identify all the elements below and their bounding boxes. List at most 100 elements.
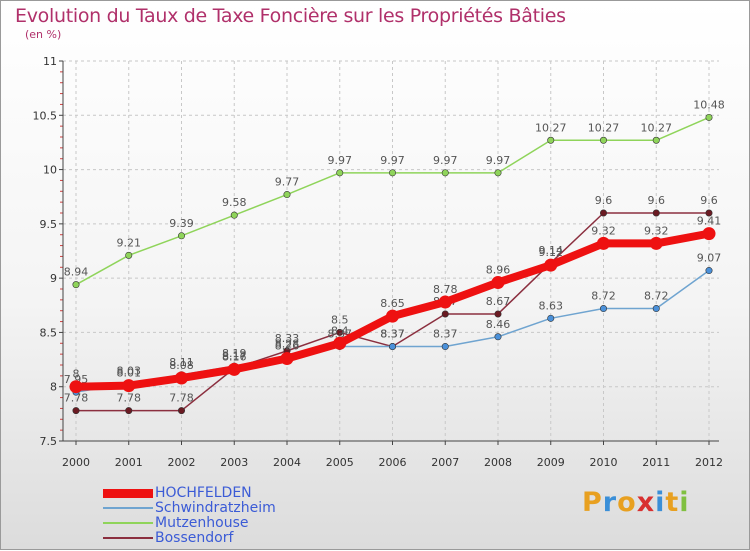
data-point <box>705 209 713 217</box>
legend-label: Mutzenhouse <box>155 515 249 531</box>
data-label: 8.28 <box>275 337 300 350</box>
data-label: 9.97 <box>433 154 458 167</box>
data-label: 9.14 <box>539 244 564 257</box>
data-label: 10.27 <box>588 121 620 134</box>
data-label: 9.58 <box>222 196 247 209</box>
x-tick-label: 2006 <box>379 456 407 469</box>
y-tick-label: 9.5 <box>40 218 58 231</box>
data-label: 7.78 <box>169 392 194 405</box>
data-label: 9.6 <box>700 194 718 207</box>
data-point <box>72 407 80 415</box>
data-point <box>494 333 502 341</box>
legend-swatch <box>103 507 153 509</box>
logo-letter: r <box>602 487 618 518</box>
data-point <box>597 236 610 250</box>
data-point <box>388 169 396 177</box>
data-point <box>441 343 449 351</box>
data-label: 8 <box>73 368 80 381</box>
data-point <box>227 362 241 376</box>
data-label: 8.96 <box>486 263 511 276</box>
data-label: 10.48 <box>693 98 725 111</box>
data-label: 8.5 <box>331 313 349 326</box>
data-label: 8.03 <box>117 364 142 377</box>
data-label: 8.94 <box>64 266 89 279</box>
data-point <box>69 380 83 394</box>
legend-swatch <box>103 537 153 539</box>
logo-letter: P <box>582 487 603 518</box>
data-point <box>386 309 399 323</box>
data-label: 8.4 <box>331 324 349 337</box>
data-label: 9.12 <box>539 246 564 259</box>
logo-letter: o <box>617 487 637 518</box>
y-tick-label: 7.5 <box>40 435 58 448</box>
data-point <box>178 232 186 240</box>
data-point <box>283 191 291 199</box>
data-label: 8.19 <box>222 347 247 360</box>
data-point <box>494 310 502 318</box>
data-point <box>441 169 449 177</box>
x-tick-label: 2003 <box>220 456 248 469</box>
legend-label: Schwindratzheim <box>155 500 276 516</box>
data-point <box>705 267 713 275</box>
data-label: 8.16 <box>222 350 247 363</box>
chart-title: Evolution du Taux de Taxe Foncière sur l… <box>15 5 566 27</box>
data-point <box>333 336 347 350</box>
data-label: 9.97 <box>380 154 405 167</box>
data-point <box>652 136 660 144</box>
y-tick-label: 8.5 <box>40 326 58 339</box>
data-label: 8.65 <box>380 297 405 310</box>
logo-letter: x <box>636 487 656 518</box>
legend-swatch <box>103 522 153 524</box>
data-point <box>547 314 555 322</box>
logo-letter: i <box>655 487 666 518</box>
data-label: 9.32 <box>644 224 669 237</box>
x-tick-label: 2005 <box>326 456 354 469</box>
y-tick-label: 10.5 <box>33 109 58 122</box>
data-label: 9.39 <box>169 217 194 230</box>
data-label: 7.78 <box>64 392 89 405</box>
data-label: 7.78 <box>117 392 142 405</box>
data-label: 9.07 <box>697 252 722 265</box>
y-unit-label: (en %) <box>25 28 62 41</box>
x-tick-label: 2007 <box>431 456 459 469</box>
data-point <box>178 407 186 415</box>
logo-letter: t <box>665 487 680 518</box>
data-label: 8.08 <box>169 359 194 372</box>
logo-letter: i <box>679 487 690 518</box>
data-point <box>599 136 607 144</box>
y-tick-label: 10 <box>43 164 57 177</box>
data-label: 8.63 <box>539 299 564 312</box>
data-point <box>125 407 133 415</box>
data-point <box>441 310 449 318</box>
x-tick-label: 2008 <box>484 456 512 469</box>
data-label: 9.97 <box>328 154 353 167</box>
x-tick-label: 2002 <box>168 456 196 469</box>
legend-label: Bossendorf <box>155 530 234 546</box>
data-label: 8.78 <box>433 283 458 296</box>
data-label: 9.6 <box>648 194 666 207</box>
data-label: 8.37 <box>380 328 405 341</box>
data-point <box>438 295 452 309</box>
data-point <box>544 258 558 272</box>
y-tick-label: 8 <box>50 381 57 394</box>
data-point <box>652 305 660 313</box>
data-point <box>388 343 396 351</box>
x-tick-label: 2001 <box>115 456 143 469</box>
data-point <box>649 236 663 250</box>
data-label: 10.27 <box>641 121 673 134</box>
data-label: 8.37 <box>433 328 458 341</box>
data-label: 8.17 <box>222 349 247 362</box>
legend-swatch <box>103 489 153 498</box>
data-point <box>175 371 188 385</box>
x-tick-label: 2010 <box>590 456 618 469</box>
data-label: 8.72 <box>591 290 616 303</box>
data-label: 8.46 <box>486 318 511 331</box>
data-label: 8.37 <box>380 328 405 341</box>
data-label: 9.97 <box>486 154 511 167</box>
data-point <box>599 209 607 217</box>
data-label: 9.21 <box>117 236 142 249</box>
data-label: 8.67 <box>486 295 511 308</box>
x-tick-label: 2011 <box>642 456 670 469</box>
y-tick-label: 11 <box>43 55 57 68</box>
